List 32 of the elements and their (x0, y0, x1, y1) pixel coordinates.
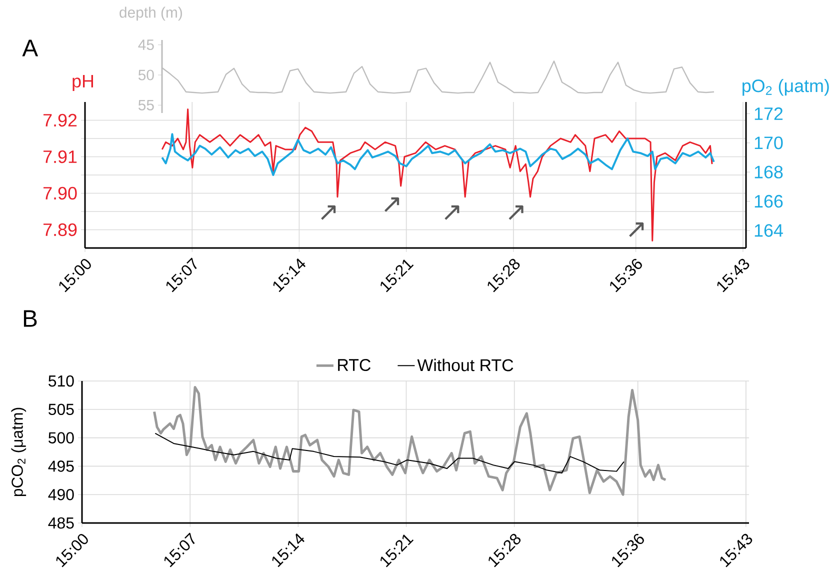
y-tick-label: 55 (138, 100, 154, 110)
y-tick-label: 50 (138, 70, 154, 80)
annotation: ↗ (384, 197, 400, 212)
y-tick-label: 510 (48, 375, 74, 387)
y2-tick-label: 168 (754, 166, 783, 178)
annotation: ↗ (508, 205, 524, 220)
y2-tick-label: 166 (754, 194, 783, 208)
legend-label: Without RTC (417, 358, 514, 372)
y-tick-label: 485 (48, 517, 74, 529)
y-tick-label: 505 (48, 404, 74, 416)
annotation: ↗ (321, 205, 336, 220)
y2-tick-label: 172 (754, 107, 783, 120)
y-tick-label: 7.90 (44, 186, 77, 200)
annotation: ↗ (444, 205, 460, 220)
line-series (153, 386, 667, 496)
y-tick-label: 490 (48, 488, 74, 500)
y-tick-label: 500 (48, 432, 74, 444)
y-tick-label: 495 (48, 460, 74, 472)
annotation: ↗ (629, 222, 644, 237)
y-axis-title: depth (m) (120, 6, 182, 21)
text: B (24, 310, 37, 327)
y-tick-label: 7.89 (44, 223, 77, 236)
y-tick-label: 7.91 (44, 150, 77, 164)
legend-label: RTC (338, 359, 371, 372)
y-tick-label: 45 (138, 40, 154, 50)
y-axis-title: pCO$_{2}$ (μatm) (11, 408, 26, 496)
y-tick-label: 7.92 (44, 114, 77, 127)
y2-tick-label: 170 (754, 136, 783, 150)
y2-tick-label: 164 (754, 224, 783, 237)
y2-axis-title: pO$_{2}$ (μatm) (742, 79, 829, 96)
text: A (22, 40, 38, 56)
y-axis-title: pH (72, 74, 94, 92)
